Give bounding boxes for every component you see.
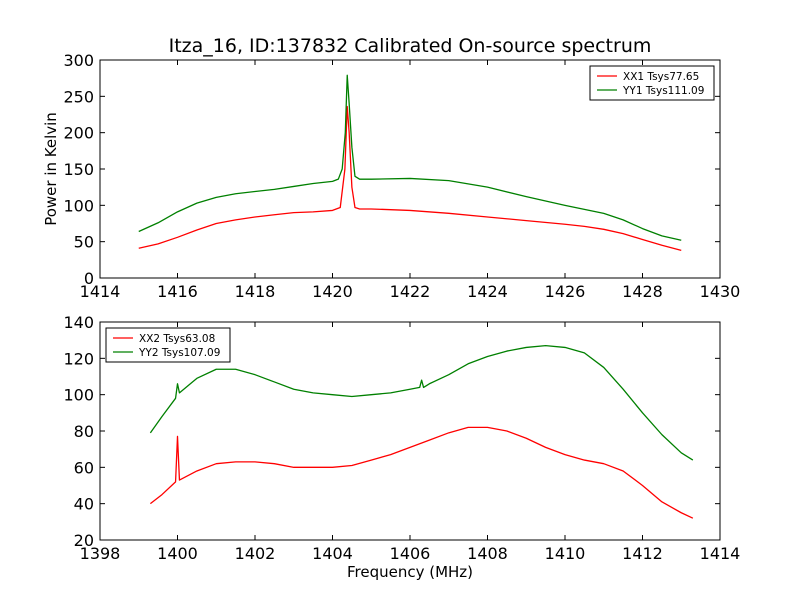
figure-title: Itza_16, ID:137832 Calibrated On-source … [169,35,652,57]
y-tick-label: 120 [63,349,94,368]
x-tick-label: 1426 [545,282,586,301]
y-tick-label: 40 [74,495,94,514]
x-tick-label: 1424 [467,282,508,301]
x-tick-label: 1406 [390,544,431,563]
x-tick-label: 1410 [545,544,586,563]
x-axis-label: Frequency (MHz) [347,563,473,581]
y-tick-label: 200 [63,124,94,143]
y-axis-label: Power in Kelvin [42,112,60,226]
y-tick-label: 300 [63,51,94,70]
x-tick-label: 1420 [312,282,353,301]
x-tick-label: 1400 [157,544,198,563]
x-tick-label: 1418 [235,282,276,301]
legend-entry-label: XX1 Tsys77.65 [623,71,699,83]
legend-entry-label: XX2 Tsys63.08 [139,333,215,345]
y-tick-label: 50 [74,233,94,252]
y-tick-label: 100 [63,196,94,215]
series-line-xx1 [138,105,682,252]
legend-box [105,327,231,363]
y-tick-label: 60 [74,458,94,477]
x-tick-label: 1428 [622,282,663,301]
series-line-xx2 [149,426,694,519]
bottom-plot-panel: 1398 1400 1402 1404 1406 1408 1410 1412 1414 20 40… [63,313,740,581]
x-tick-label: 1430 [700,282,741,301]
y-tick-label: 0 [84,269,94,288]
legend-box [589,65,715,101]
x-tick-label: 1412 [622,544,663,563]
top-plot-panel: 1414 1416 1418 1420 1422 1424 1426 1428 1430 0 50 1… [42,51,740,301]
y-tick-label: 150 [63,160,94,179]
y-tick-label: 100 [63,386,94,405]
x-tick-label: 1416 [157,282,198,301]
series-line-yy2 [149,344,694,461]
legend: XX2 Tsys63.08 YY2 Tsys107.09 [105,327,231,363]
y-tick-label: 140 [63,313,94,332]
legend-entry-label: YY2 Tsys107.09 [138,347,220,359]
x-tick-label: 1422 [390,282,431,301]
legend: XX1 Tsys77.65 YY1 Tsys111.09 [589,65,715,101]
y-tick-label: 20 [74,531,94,550]
x-tick-label: 1414 [80,282,121,301]
x-tick-label: 1404 [312,544,353,563]
x-tick-label: 1402 [235,544,276,563]
x-tick-label: 1398 [80,544,121,563]
legend-entry-label: YY1 Tsys111.09 [622,85,704,97]
series-line-yy1 [138,74,682,241]
y-tick-label: 80 [74,422,94,441]
y-tick-label: 250 [63,87,94,106]
x-tick-label: 1408 [467,544,508,563]
x-tick-label: 1414 [700,544,741,563]
